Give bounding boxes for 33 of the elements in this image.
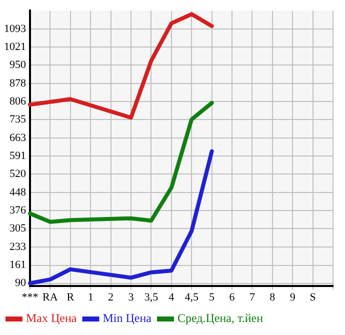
x-tick-label: 6 xyxy=(229,291,236,304)
y-tick-label: 1093 xyxy=(4,22,26,35)
y-tick-label: 305 xyxy=(10,222,26,235)
y-tick-label: 663 xyxy=(10,132,26,144)
legend-label: Max Цена xyxy=(26,311,78,326)
y-tick-label: 591 xyxy=(10,150,26,162)
x-tick-label: 2 xyxy=(108,291,114,304)
y-tick-label: 90 xyxy=(15,277,26,290)
x-tick-label: 9 xyxy=(290,291,296,304)
y-tick-label: 376 xyxy=(10,204,26,217)
x-tick-label: 4 xyxy=(168,291,175,304)
x-tick-label: RA xyxy=(42,291,58,304)
y-tick-label: 448 xyxy=(10,186,26,198)
y-tick-label: 878 xyxy=(10,77,26,90)
x-tick-label: 8 xyxy=(270,291,276,304)
y-tick-label: 806 xyxy=(10,96,26,108)
legend-label: Сред.Цена, т.йен xyxy=(177,311,264,326)
x-tick-label: R xyxy=(66,291,75,304)
y-tick-label: 735 xyxy=(10,114,26,126)
x-tick-label: 4,5 xyxy=(184,291,199,304)
x-tick-label: 3,5 xyxy=(144,291,159,304)
x-tick-label: 5 xyxy=(209,291,216,304)
legend-label: Min Цена xyxy=(102,311,152,326)
x-tick-label: S xyxy=(310,291,316,304)
y-tick-label: 950 xyxy=(10,59,26,72)
x-tick-label: *** xyxy=(22,291,38,304)
x-tick-label: 1 xyxy=(88,291,94,304)
x-tick-label: 7 xyxy=(249,291,256,304)
y-tick-label: 520 xyxy=(10,168,26,180)
y-tick-label: 233 xyxy=(10,240,26,253)
y-tick-label: 1021 xyxy=(4,41,26,54)
y-tick-label: 161 xyxy=(10,259,26,272)
x-tick-label: 3 xyxy=(128,291,134,304)
